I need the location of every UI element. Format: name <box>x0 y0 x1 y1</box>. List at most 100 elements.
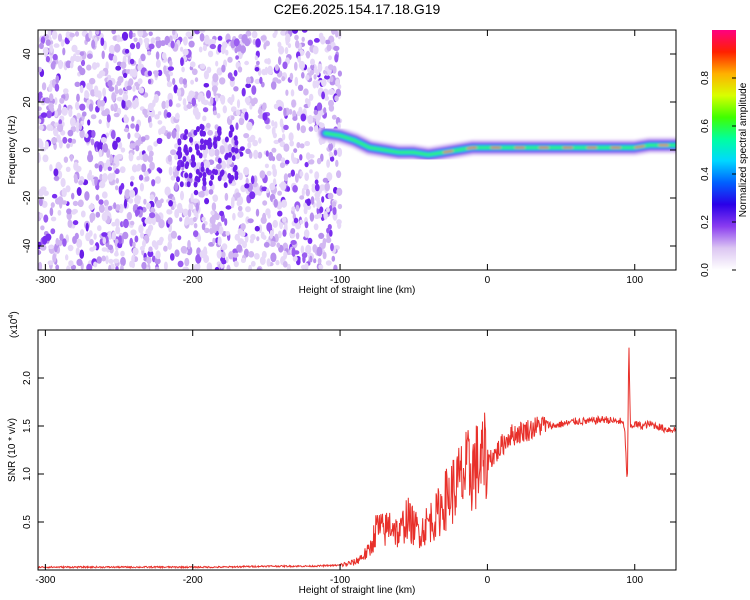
noise-speck <box>199 33 205 42</box>
noise-speck <box>179 181 184 188</box>
noise-speck <box>79 129 85 139</box>
noise-speck <box>240 257 246 263</box>
noise-speck <box>147 154 153 163</box>
noise-speck <box>194 111 201 120</box>
noise-speck <box>161 100 167 110</box>
noise-speck <box>289 108 293 115</box>
noise-speck <box>170 253 175 261</box>
noise-speck <box>292 116 298 121</box>
noise-speck <box>234 171 239 177</box>
noise-speck <box>301 30 308 33</box>
noise-speck <box>38 66 42 73</box>
noise-speck <box>58 139 63 149</box>
noise-speck <box>137 30 144 38</box>
noise-speck <box>112 140 118 150</box>
noise-speck <box>118 88 123 96</box>
noise-speck <box>131 68 138 78</box>
noise-speck <box>177 146 182 153</box>
noise-speck <box>207 137 212 144</box>
noise-speck <box>285 36 289 46</box>
noise-speck <box>310 58 315 66</box>
noise-speck <box>76 93 80 103</box>
noise-speck <box>201 184 207 192</box>
noise-speck <box>171 129 177 139</box>
noise-speck <box>74 31 80 37</box>
noise-speck <box>120 61 127 69</box>
noise-speck <box>337 221 342 229</box>
noise-speck <box>97 142 103 152</box>
noise-speck <box>96 73 103 79</box>
noise-speck <box>236 99 241 109</box>
noise-speck <box>178 77 184 85</box>
noise-speck <box>148 121 153 128</box>
noise-speck <box>228 251 234 260</box>
noise-speck <box>173 84 178 94</box>
noise-speck <box>329 229 333 237</box>
colorbar-tick-label: 0.8 <box>700 71 711 85</box>
noise-speck <box>181 66 185 73</box>
noise-speck <box>219 77 226 85</box>
noise-speck <box>147 51 152 56</box>
noise-speck <box>45 39 51 46</box>
noise-speck <box>57 209 62 216</box>
noise-speck <box>176 88 182 97</box>
noise-speck <box>228 177 233 184</box>
noise-speck <box>264 163 269 169</box>
noise-speck <box>147 250 154 258</box>
noise-speck <box>233 260 239 268</box>
noise-speck <box>132 85 136 92</box>
noise-speck <box>248 251 255 258</box>
noise-speck <box>38 197 43 207</box>
noise-speck <box>187 132 192 138</box>
noise-speck <box>101 50 105 60</box>
noise-speck <box>151 216 156 226</box>
noise-speck <box>74 81 81 88</box>
noise-speck <box>118 235 122 245</box>
noise-speck <box>72 200 79 207</box>
noise-speck <box>291 30 299 34</box>
noise-speck <box>135 123 140 132</box>
snr-x-label: Height of straight line (km) <box>299 585 416 596</box>
noise-speck <box>325 39 331 45</box>
noise-speck <box>45 97 50 104</box>
y-tick-label: 20 <box>22 96 33 108</box>
noise-speck <box>98 204 105 213</box>
noise-speck <box>76 238 83 248</box>
noise-speck <box>163 261 168 270</box>
noise-speck <box>123 198 128 209</box>
noise-speck <box>124 189 131 199</box>
noise-speck <box>337 203 343 210</box>
noise-speck <box>280 30 287 36</box>
noise-speck <box>222 105 227 114</box>
noise-speck <box>120 264 124 270</box>
noise-speck <box>328 64 334 70</box>
noise-speck <box>147 78 152 85</box>
noise-speck <box>174 249 180 257</box>
noise-speck <box>147 145 153 152</box>
noise-speck <box>79 85 84 94</box>
noise-speck <box>93 245 97 250</box>
noise-speck <box>215 213 220 221</box>
noise-speck <box>49 164 53 172</box>
noise-speck <box>282 229 287 237</box>
noise-speck <box>335 30 339 38</box>
noise-speck <box>266 258 271 267</box>
noise-speck <box>50 216 57 222</box>
noise-speck <box>310 64 315 70</box>
noise-speck <box>112 165 117 171</box>
noise-speck <box>291 206 296 212</box>
noise-speck <box>132 247 139 256</box>
noise-speck <box>107 166 113 172</box>
snr-plot: -300 -200 -100 0 100 0.5 1.0 1.5 2.0 Height of … <box>7 311 677 596</box>
noise-speck <box>94 176 98 186</box>
noise-speck <box>274 121 278 129</box>
noise-speck <box>232 212 236 221</box>
x-tick-label: 0 <box>485 575 491 586</box>
noise-speck <box>312 80 317 89</box>
noise-speck <box>255 38 261 48</box>
noise-speck <box>305 50 311 59</box>
noise-speck <box>111 231 117 241</box>
noise-speck <box>166 73 171 83</box>
noise-speck <box>116 96 123 102</box>
noise-speck <box>237 210 244 218</box>
